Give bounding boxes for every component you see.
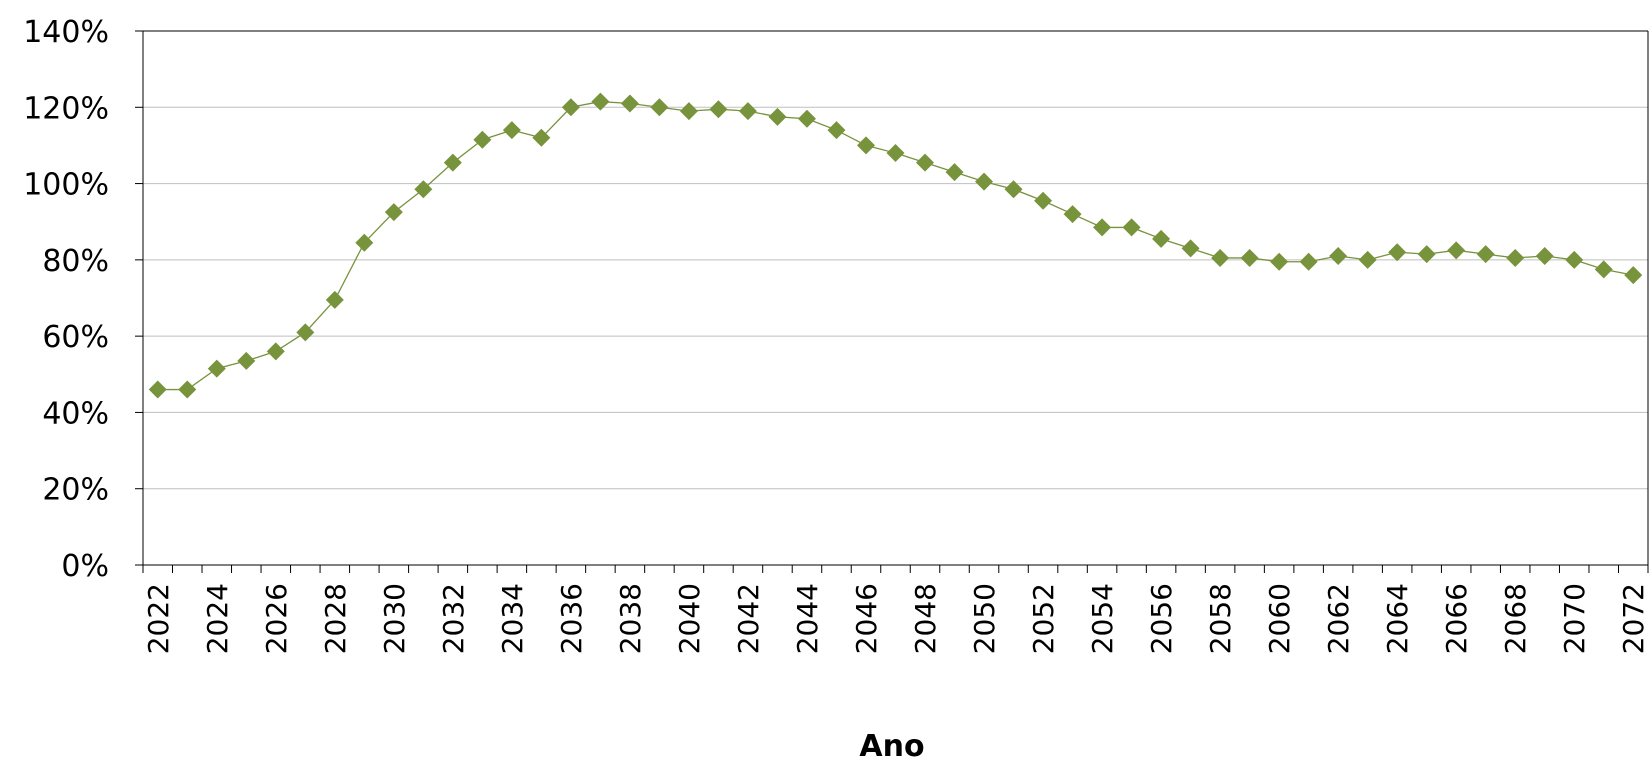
data-point-marker <box>296 323 315 342</box>
x-tick-label: 2034 <box>496 583 529 654</box>
data-point-marker <box>1152 229 1171 248</box>
data-point-marker <box>856 136 875 155</box>
y-tick-label: 20% <box>42 473 109 508</box>
data-point-marker <box>237 351 256 370</box>
data-point-marker <box>1624 266 1643 285</box>
data-point-marker <box>797 109 816 128</box>
x-axis-title: Ano <box>859 729 924 764</box>
data-point-marker <box>1594 260 1613 279</box>
data-point-marker <box>473 130 492 149</box>
x-tick-label: 2024 <box>201 583 234 654</box>
data-point-marker <box>886 144 905 163</box>
series-area <box>148 92 1643 399</box>
y-tick-label: 40% <box>42 396 109 431</box>
data-point-marker <box>709 100 728 119</box>
data-point-marker <box>1211 248 1230 267</box>
data-point-marker <box>561 98 580 117</box>
data-point-marker <box>679 102 698 121</box>
data-point-marker <box>207 359 226 378</box>
data-point-marker <box>1417 245 1436 264</box>
y-tick-label: 80% <box>42 244 109 279</box>
data-point-marker <box>502 121 521 140</box>
data-point-marker <box>738 102 757 121</box>
data-point-marker <box>1329 247 1348 266</box>
x-tick-label: 2060 <box>1263 583 1296 654</box>
data-point-marker <box>355 233 374 252</box>
x-tick-label: 2030 <box>378 583 411 654</box>
data-point-marker <box>148 380 167 399</box>
y-tick-label: 60% <box>42 320 109 355</box>
data-point-marker <box>1565 250 1584 269</box>
data-point-marker <box>1270 252 1289 271</box>
data-point-marker <box>975 172 994 191</box>
x-tick-label: 2036 <box>555 583 588 654</box>
data-point-marker <box>443 153 462 172</box>
data-point-marker <box>591 92 610 111</box>
y-tick-label: 140% <box>23 15 109 50</box>
x-tick-label: 2028 <box>319 583 352 654</box>
data-point-marker <box>414 180 433 199</box>
data-point-marker <box>650 98 669 117</box>
x-tick-label: 2046 <box>850 583 883 654</box>
x-tick-label: 2064 <box>1381 583 1414 654</box>
x-tick-label: 2068 <box>1499 583 1532 654</box>
x-tick-label: 2054 <box>1086 583 1119 654</box>
data-point-marker <box>1358 250 1377 269</box>
data-point-marker <box>1004 180 1023 199</box>
x-tick-label: 2044 <box>791 583 824 654</box>
data-point-marker <box>1122 218 1141 237</box>
x-tick-label: 2058 <box>1204 583 1237 654</box>
axes <box>135 30 1649 573</box>
data-point-marker <box>532 128 551 147</box>
data-point-marker <box>178 380 197 399</box>
x-tick-label: 2062 <box>1322 583 1355 654</box>
x-tick-label: 2052 <box>1027 583 1060 654</box>
x-tick-label: 2050 <box>968 583 1001 654</box>
x-tick-label: 2056 <box>1145 583 1178 654</box>
data-point-marker <box>1240 248 1259 267</box>
data-point-marker <box>1063 205 1082 224</box>
data-point-marker <box>266 342 285 361</box>
data-point-marker <box>1093 218 1112 237</box>
data-point-marker <box>325 290 344 309</box>
data-point-marker <box>384 203 403 222</box>
y-tick-label: 120% <box>23 91 109 126</box>
data-point-marker <box>1535 247 1554 266</box>
x-tick-label: 2070 <box>1558 583 1591 654</box>
gridlines <box>143 30 1648 490</box>
data-point-marker <box>916 153 935 172</box>
data-point-marker <box>1388 243 1407 262</box>
x-tick-label: 2042 <box>732 583 765 654</box>
x-tick-labels: 2022 2024 2026 2028 2030 2032 2034 2036 2038 2040… <box>142 583 1650 654</box>
x-tick-label: 2032 <box>437 583 470 654</box>
x-tick-label: 2040 <box>673 583 706 654</box>
data-point-marker <box>1034 191 1053 210</box>
x-tick-label: 2026 <box>260 583 293 654</box>
data-point-marker <box>620 94 639 113</box>
data-point-marker <box>945 163 964 182</box>
data-point-marker <box>1476 245 1495 264</box>
data-point-marker <box>827 121 846 140</box>
y-tick-label: 0% <box>61 549 109 584</box>
data-point-marker <box>1447 241 1466 260</box>
x-tick-label: 2022 <box>142 583 175 654</box>
x-tick-label: 2072 <box>1617 583 1650 654</box>
data-point-marker <box>1506 248 1525 267</box>
data-point-marker <box>1299 252 1318 271</box>
x-tick-label: 2066 <box>1440 583 1473 654</box>
data-point-marker <box>768 107 787 126</box>
data-point-marker <box>1181 239 1200 258</box>
y-tick-labels: 0% 20% 40% 60% 80% 100% 120% 140% <box>23 15 109 584</box>
x-tick-label: 2048 <box>909 583 942 654</box>
y-tick-label: 100% <box>23 168 109 203</box>
x-tick-label: 2038 <box>614 583 647 654</box>
